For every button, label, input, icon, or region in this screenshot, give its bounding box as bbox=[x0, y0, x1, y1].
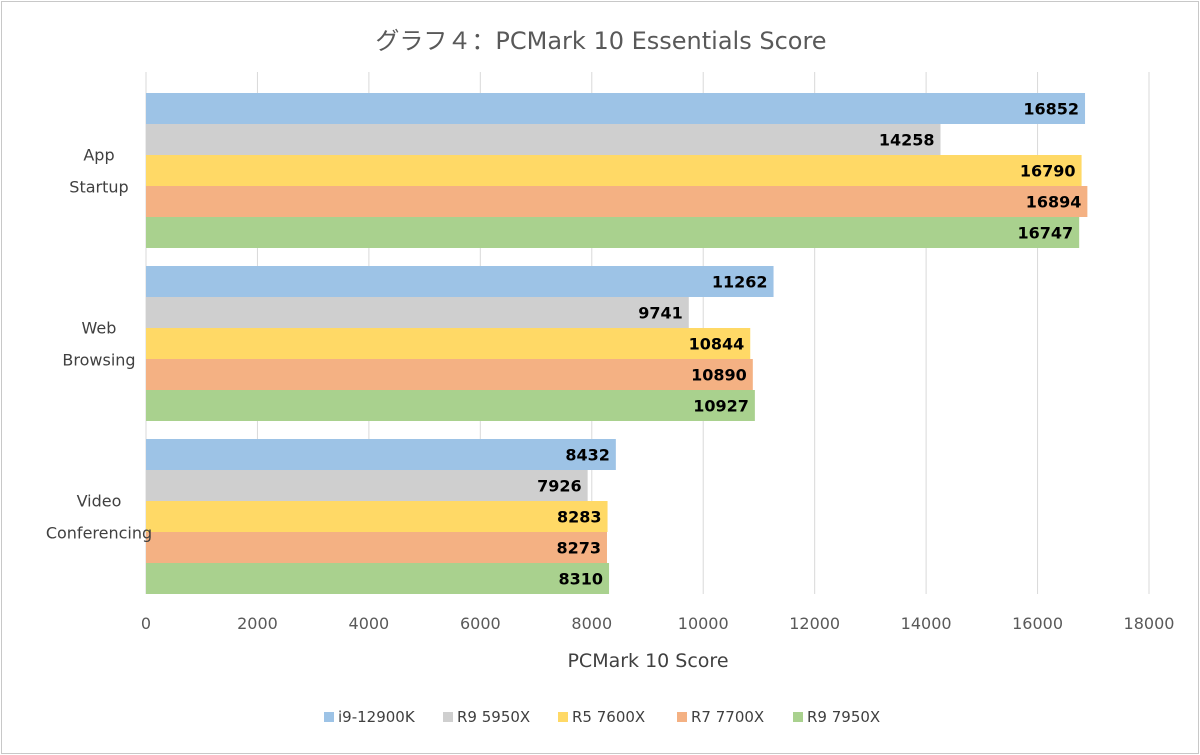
legend-label: R7 7700X bbox=[691, 708, 764, 726]
x-tick-label: 6000 bbox=[460, 614, 501, 633]
category-label: App bbox=[83, 146, 114, 165]
bar bbox=[146, 155, 1082, 186]
bar bbox=[146, 532, 607, 563]
x-tick-label: 16000 bbox=[1012, 614, 1063, 633]
bar bbox=[146, 217, 1080, 248]
x-axis-title: PCMark 10 Score bbox=[567, 650, 728, 672]
data-label: 16852 bbox=[1023, 100, 1079, 119]
legend-item: R9 5950X bbox=[443, 708, 530, 726]
legend-swatch bbox=[677, 712, 687, 722]
data-label: 16790 bbox=[1020, 162, 1076, 181]
legend-item: R9 7950X bbox=[793, 708, 880, 726]
category-label: Web bbox=[82, 319, 117, 338]
legend-swatch bbox=[558, 712, 568, 722]
data-label: 8273 bbox=[556, 539, 601, 558]
legend: i9-12900K R9 5950X R5 7600X R7 7700X R9 7950… bbox=[324, 708, 880, 726]
category-label: Startup bbox=[69, 178, 128, 197]
bar bbox=[146, 439, 616, 470]
data-label: 7926 bbox=[537, 477, 582, 496]
data-label: 10927 bbox=[693, 397, 749, 416]
x-tick-label: 0 bbox=[141, 614, 151, 633]
chart-title: グラフ４：PCMark 10 Essentials Score bbox=[375, 27, 826, 55]
data-label: 10844 bbox=[689, 335, 745, 354]
legend-swatch bbox=[793, 712, 803, 722]
data-label: 11262 bbox=[712, 273, 768, 292]
data-label: 9741 bbox=[638, 304, 683, 323]
legend-item: R5 7600X bbox=[558, 708, 645, 726]
data-labels: 16852 14258 16790 16894 16747 11262 9741 10844 1… bbox=[537, 100, 1081, 589]
data-label: 8283 bbox=[557, 508, 602, 527]
x-tick-label: 12000 bbox=[789, 614, 840, 633]
data-label: 8432 bbox=[565, 446, 610, 465]
bar bbox=[146, 297, 689, 328]
legend-label: i9-12900K bbox=[338, 708, 416, 726]
data-label: 8310 bbox=[559, 570, 604, 589]
x-tick-label: 8000 bbox=[571, 614, 612, 633]
data-label: 10890 bbox=[691, 366, 747, 385]
bar bbox=[146, 328, 751, 359]
category-label: Conferencing bbox=[46, 524, 152, 543]
x-axis-ticks: 0 2000 4000 6000 8000 10000 12000 14000 16000 180… bbox=[141, 614, 1175, 633]
bar bbox=[146, 501, 608, 532]
bar bbox=[146, 470, 588, 501]
x-tick-label: 2000 bbox=[237, 614, 278, 633]
category-label: Browsing bbox=[62, 351, 135, 370]
bar bbox=[146, 186, 1088, 217]
bar bbox=[146, 124, 941, 155]
legend-item: R7 7700X bbox=[677, 708, 764, 726]
legend-item: i9-12900K bbox=[324, 708, 416, 726]
category-label: Video bbox=[77, 492, 122, 511]
x-tick-label: 14000 bbox=[901, 614, 952, 633]
x-tick-label: 10000 bbox=[678, 614, 729, 633]
legend-label: R9 5950X bbox=[457, 708, 530, 726]
legend-label: R9 7950X bbox=[807, 708, 880, 726]
bar bbox=[146, 93, 1086, 124]
y-axis-categories: App Startup Web Browsing Video Conferencing bbox=[46, 146, 152, 543]
legend-swatch bbox=[324, 712, 334, 722]
bar bbox=[146, 359, 753, 390]
legend-swatch bbox=[443, 712, 453, 722]
data-label: 14258 bbox=[879, 131, 935, 150]
bar bbox=[146, 390, 755, 421]
x-tick-label: 4000 bbox=[349, 614, 390, 633]
bar bbox=[146, 266, 774, 297]
bar bbox=[146, 563, 610, 594]
data-label: 16894 bbox=[1026, 193, 1082, 212]
x-tick-label: 18000 bbox=[1124, 614, 1175, 633]
legend-label: R5 7600X bbox=[572, 708, 645, 726]
bars bbox=[146, 93, 1088, 594]
data-label: 16747 bbox=[1018, 224, 1074, 243]
